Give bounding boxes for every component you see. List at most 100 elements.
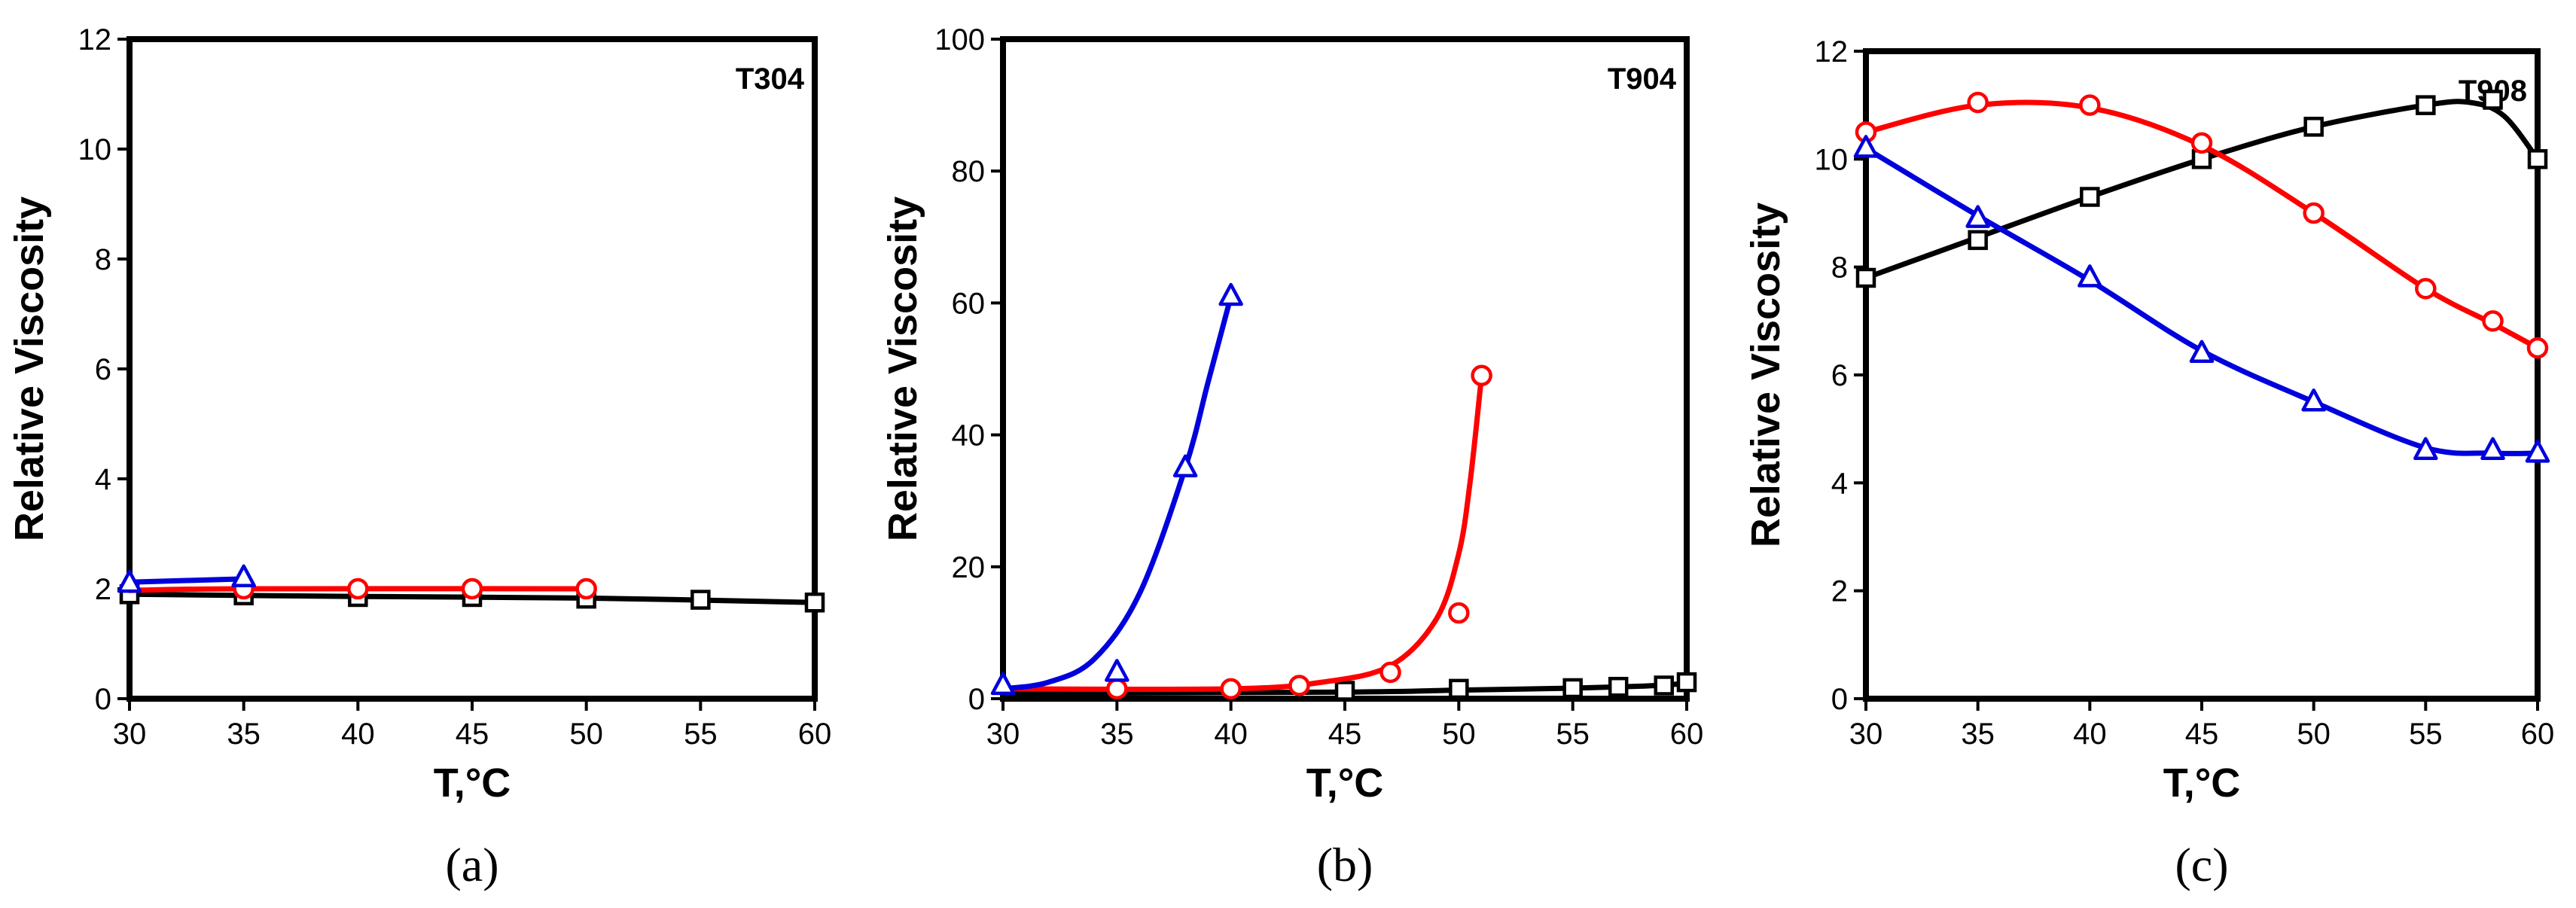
x-tick-label: 55 <box>1556 718 1590 751</box>
data-point-triangle <box>2078 264 2102 288</box>
y-tick-label: 0 <box>1831 683 1848 716</box>
data-point-circle <box>1220 678 1242 700</box>
series-square <box>1855 90 2548 288</box>
x-tick-label: 40 <box>1214 718 1248 751</box>
data-point-square <box>1676 672 1697 693</box>
data-point-triangle <box>2189 340 2215 363</box>
data-point-square <box>1562 678 1583 699</box>
y-tick-label: 4 <box>95 463 111 496</box>
x-tick-label: 35 <box>1100 718 1134 751</box>
data-point-circle <box>2079 94 2101 116</box>
data-point-circle <box>1448 602 1470 624</box>
chart-panel-2: 30 35 40 45 50 55 60 0 20 40 60 80 100 T,°C Relative V… <box>880 23 1703 891</box>
series-line <box>1000 373 1485 693</box>
series-line <box>127 586 590 593</box>
x-tick-label: 50 <box>2297 718 2331 751</box>
x-tick-label: 55 <box>684 718 718 751</box>
data-point-triangle <box>990 672 1016 696</box>
data-point-triangle <box>1172 454 1198 478</box>
y-tick-label: 40 <box>952 419 986 452</box>
series-line <box>1863 99 2541 281</box>
data-point-circle <box>2190 132 2213 154</box>
data-point-circle <box>575 577 597 600</box>
x-tick-label: 60 <box>1670 718 1704 751</box>
data-point-square <box>2527 149 2548 169</box>
y-tick-label: 8 <box>1831 251 1848 285</box>
y-tick-label: 8 <box>95 243 111 276</box>
series-triangle <box>990 282 1243 696</box>
data-point-circle <box>1471 364 1492 387</box>
y-tick-label: 80 <box>952 155 986 188</box>
data-point-square <box>2416 95 2436 115</box>
series-line <box>1863 145 2541 456</box>
y-tick-label: 2 <box>95 573 111 606</box>
data-point-triangle <box>1218 282 1243 306</box>
plot-frame <box>1000 36 1690 702</box>
data-point-triangle <box>1965 205 1990 228</box>
data-point-circle <box>347 577 369 600</box>
data-point-triangle <box>231 564 256 588</box>
data-point-square <box>1654 675 1674 696</box>
series-line <box>1000 294 1234 692</box>
y-tick-label: 0 <box>95 683 111 716</box>
series-line <box>127 576 247 585</box>
x-tick-label: 60 <box>2521 718 2555 751</box>
y-tick-label: 6 <box>95 353 111 386</box>
series-triangle <box>117 564 256 593</box>
data-point-square <box>2303 117 2324 137</box>
data-point-circle <box>2526 337 2549 359</box>
data-point-circle <box>2303 202 2324 224</box>
y-tick-label: 12 <box>1815 35 1849 69</box>
y-tick-label: 12 <box>78 23 112 56</box>
data-point-triangle <box>2480 437 2505 460</box>
data-point-triangle <box>1105 659 1129 682</box>
chart-panel-3: 30 35 40 45 50 55 60 0 2 4 6 8 10 12 T,°C Relative Visc… <box>1743 35 2554 891</box>
series-square <box>1000 672 1697 701</box>
data-point-circle <box>1106 678 1128 700</box>
x-tick-label: 35 <box>227 718 261 751</box>
data-point-square <box>1608 676 1629 697</box>
data-point-triangle <box>2301 388 2326 412</box>
x-axis-title: T,°C <box>434 760 511 806</box>
panel-label: (c) <box>2175 838 2228 891</box>
series-circle <box>1855 91 2549 359</box>
data-point-square <box>2080 187 2100 207</box>
series-circle <box>1000 364 1492 700</box>
panel-tag: T304 <box>736 62 805 96</box>
data-point-square <box>690 590 711 610</box>
data-point-circle <box>1967 91 1989 114</box>
data-point-square <box>1855 267 1876 288</box>
data-point-circle <box>1379 661 1401 684</box>
x-tick-label: 45 <box>456 718 489 751</box>
chart-panel-1: 30 35 40 45 50 55 60 0 2 4 6 8 10 12 T,°C Relative Visc… <box>7 23 831 891</box>
x-tick-label: 50 <box>569 718 603 751</box>
x-tick-label: 35 <box>1961 718 1995 751</box>
x-tick-label: 30 <box>113 718 147 751</box>
y-tick-label: 4 <box>1831 467 1848 500</box>
data-point-triangle <box>2525 440 2550 463</box>
data-point-square <box>2483 90 2503 110</box>
y-tick-label: 6 <box>1831 359 1848 392</box>
data-point-triangle <box>1853 135 1879 158</box>
y-tick-label: 10 <box>78 133 112 166</box>
panel-label: (a) <box>445 838 498 891</box>
y-axis-title: Relative Viscosity <box>1743 203 1788 547</box>
x-tick-label: 30 <box>1849 718 1883 751</box>
panel-label: (b) <box>1317 838 1373 891</box>
x-tick-label: 55 <box>2409 718 2443 751</box>
x-axis-title: T,°C <box>1306 760 1384 806</box>
y-tick-label: 100 <box>934 23 985 56</box>
x-tick-label: 45 <box>2185 718 2219 751</box>
x-tick-label: 45 <box>1328 718 1362 751</box>
series-triangle <box>1853 135 2550 463</box>
y-tick-label: 10 <box>1815 143 1849 176</box>
x-tick-label: 40 <box>2073 718 2107 751</box>
data-point-circle <box>461 577 483 600</box>
y-axis-title: Relative Viscosity <box>7 197 52 541</box>
x-tick-label: 30 <box>986 718 1020 751</box>
data-point-triangle <box>2413 437 2438 460</box>
y-tick-label: 2 <box>1831 575 1848 608</box>
y-tick-label: 60 <box>952 287 986 320</box>
data-point-square <box>1449 678 1469 699</box>
